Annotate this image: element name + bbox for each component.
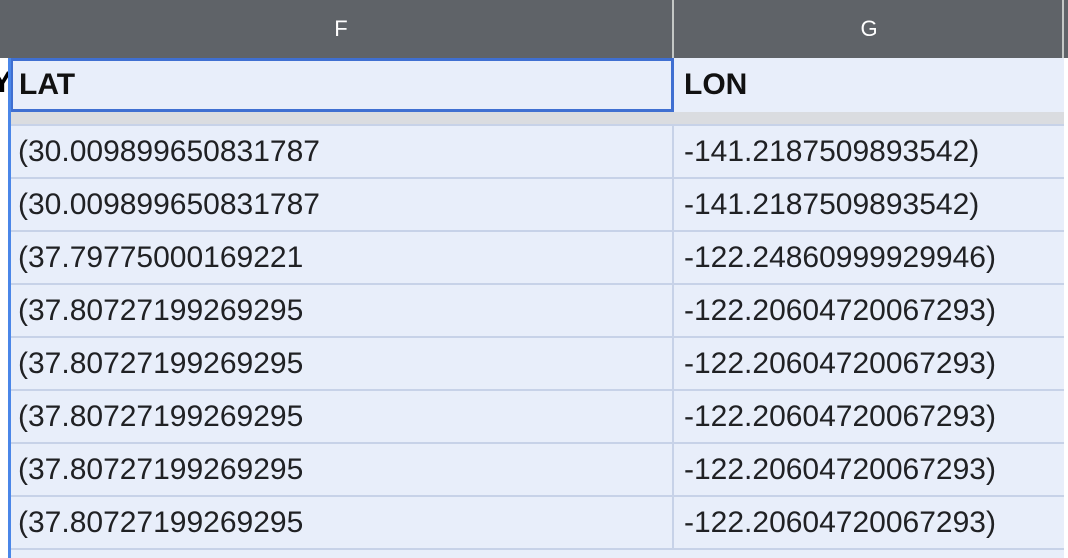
cell-lon[interactable]: -141.2187509893542) [684, 187, 980, 221]
table-row: (30.009899650831787 -141.2187509893542) [10, 177, 1064, 230]
cell-lon-header[interactable]: LON [676, 58, 1064, 112]
cell-lat-header[interactable]: LAT [10, 58, 674, 112]
frozen-row-divider[interactable] [10, 112, 1064, 124]
cell-lon[interactable]: -141.2187509893542) [684, 134, 980, 168]
cell-lat[interactable]: (30.009899650831787 [10, 179, 674, 230]
grid-right-edge [1064, 58, 1068, 558]
column-header-row [0, 0, 1068, 58]
table-row: (37.80727199269295 -122.20604720067293) [10, 389, 1064, 442]
table-row: (37.80727199269295 -122.20604720067293) [10, 283, 1064, 336]
cell-lat[interactable]: (37.79775000169221 [10, 232, 674, 283]
data-rows: (30.009899650831787 -141.2187509893542) … [10, 124, 1064, 558]
cell-lat[interactable]: (30.009899650831787 [10, 126, 674, 177]
cell-lat[interactable]: (37.80727199269295 [10, 444, 674, 495]
cell-lon[interactable]: -122.24860999929946) [684, 240, 996, 274]
column-header-g[interactable]: G [676, 0, 1064, 58]
table-row: (37.80727199269295 -122.20604720067293) [10, 442, 1064, 495]
selection-edge-indicator [8, 58, 11, 558]
cell-lat[interactable]: (37.80727199269295 [10, 391, 674, 442]
cell-lat[interactable]: (37.80727199269295 [10, 497, 674, 548]
table-row: (37.79775000169221 -122.24860999929946) [10, 230, 1064, 283]
previous-column-header-sliver[interactable] [0, 0, 10, 58]
cell-lat[interactable]: (37.80727199269295 [10, 285, 674, 336]
table-row: (37.80727199269295 -122.20604720067293) [10, 336, 1064, 389]
table-row: (30.009899650831787 -141.2187509893542) [10, 124, 1064, 177]
column-header-f[interactable]: F [10, 0, 674, 58]
cell-lon[interactable]: -122.20604720067293) [684, 399, 996, 433]
previous-column-sliver [0, 0, 10, 558]
cell-lon[interactable]: -122.20604720067293) [684, 293, 996, 327]
cell-lat[interactable]: (37.80727199269295 [10, 338, 674, 389]
table-row-partial [10, 548, 1064, 558]
table-row: (37.80727199269295 -122.20604720067293) [10, 495, 1064, 548]
cell-lon[interactable]: -122.20604720067293) [684, 505, 996, 539]
cell-lon[interactable]: -122.20604720067293) [684, 452, 996, 486]
cell-lon[interactable]: -122.20604720067293) [684, 346, 996, 380]
